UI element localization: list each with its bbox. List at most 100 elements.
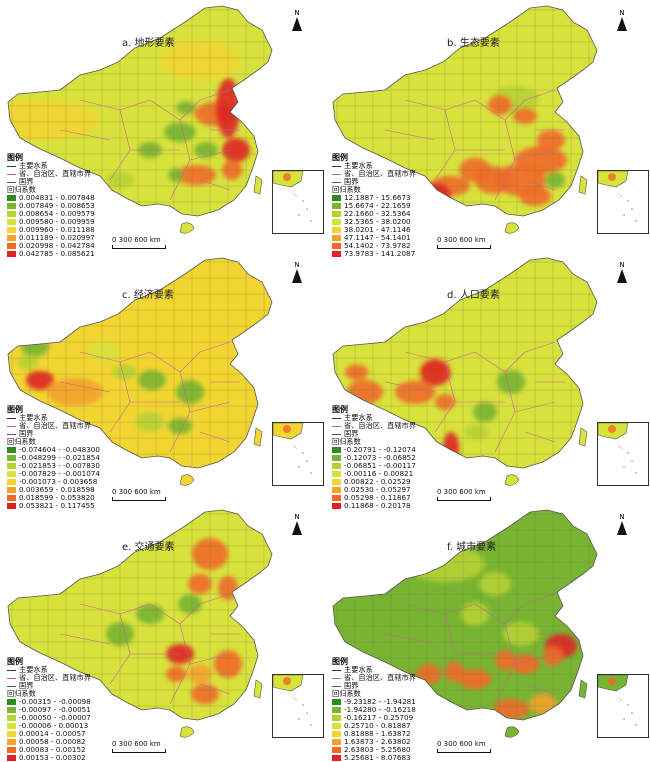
value-zone [415,696,435,712]
legend-title: 图例 [7,657,23,666]
island [179,726,195,738]
value-zone [160,292,240,332]
value-zone [461,602,489,626]
legend-class: 5.25681 - 8.07683 [332,754,416,762]
legend-class: -0.16217 - 0.25709 [332,714,416,722]
legend-class-label: 54.1402 - 73.9782 [344,241,411,250]
province-boundary [199,683,231,695]
legend-class-label: -0.12073 - -0.06852 [344,453,416,462]
legend-class: 15.6674 - 22.1659 [332,202,416,210]
legend-class: 0.00083 - 0.00152 [7,746,91,754]
province-boundary [514,653,556,665]
legend-class: 0.011189 - 0.020997 [7,234,95,242]
legend-swatch [332,471,341,477]
legend-swatch [332,227,341,233]
legend-class-label: 0.020998 - 0.042784 [19,241,95,250]
panel-title: e. 交通要素 [122,542,175,553]
legend-swatch [7,235,16,241]
legend-water: 主要水系 [344,665,373,674]
value-zone [59,642,111,666]
legend-head: 回归系数 [7,689,36,698]
legend-swatch [332,235,341,241]
region-base [333,258,597,468]
legend-water: 主要水系 [19,665,48,674]
island [179,474,195,486]
legend-class: 0.008654 - 0.009579 [7,210,95,218]
province-boundary [524,593,556,605]
province-boundary [384,129,436,141]
legend-swatch [7,747,16,753]
scale-bar: 0 300 600 km [437,236,491,249]
inset-map [598,675,637,726]
legend-class: -0.12073 - -0.06852 [332,454,416,462]
value-zone [443,432,459,464]
island [578,679,588,699]
inset-map [598,423,637,474]
scale-label: 0 300 600 km [112,488,161,496]
legend-swatch [7,739,16,745]
national-boundary [7,509,273,721]
legend-class-label: -0.20791 - -0.12074 [344,445,416,454]
inset-map [273,423,312,474]
island [578,175,588,195]
legend-class: -0.048299 - -0.021854 [7,454,100,462]
legend-swatch [7,723,16,729]
value-zone [488,95,512,115]
south-china-sea-inset [597,422,649,486]
south-china-sea-inset [597,674,649,738]
scale-label: 0 300 600 km [112,740,161,748]
legend-class: 0.00822 - 0.02529 [332,478,416,486]
north-label: N [294,9,300,17]
legend-swatch [7,251,16,257]
legend-class-label: -0.021853 - -0.007830 [19,461,100,470]
value-zone [513,108,537,124]
legend-class-label: 73.9783 - 141.2087 [344,249,416,258]
legend-swatch [332,755,341,761]
map-panel: f. 城市要素 N 图例 主要水系 省、自治区、直辖市界 国界 回归系数 -9.23182 -… [325,504,650,762]
value-zone [345,364,369,380]
value-zone [495,650,515,670]
scale-label: 0 300 600 km [437,740,486,748]
value-zone [113,364,137,380]
north-label: N [294,513,300,521]
china-choropleth-map [7,509,273,738]
legend-swatch [7,447,16,453]
legend-title: 图例 [7,153,23,162]
province-boundary [59,381,111,393]
value-zone [493,699,529,719]
legend-water: 主要水系 [344,161,373,170]
legend-class: -1.94280 - -0.16218 [332,706,416,714]
inset-map [273,675,312,726]
legend-title: 图例 [7,405,23,414]
north-label: N [619,9,625,17]
legend-class: 0.004831 - 0.007848 [7,194,95,202]
legend-swatch [332,731,341,737]
north-label: N [294,261,300,269]
island [253,427,263,447]
legend-swatch [7,463,16,469]
national-boundary [7,5,273,217]
scale-label: 0 300 600 km [437,488,486,496]
legend-class: 0.11868 - 0.20178 [332,502,416,510]
legend-class-label: 2.63803 - 5.25680 [344,745,411,754]
legend-class-label: -0.007829 - -0.001074 [19,469,100,478]
panel-title: a. 地形要素 [122,38,175,49]
legend-swatch [332,699,341,705]
legend-boundary: 省、自治区、直辖市界 [19,169,91,178]
legend-class-label: 22.1660 - 32.5364 [344,209,411,218]
province-boundary [199,89,231,101]
value-zone [485,32,565,68]
value-zone [21,337,49,357]
legend-class: 0.00153 - 0.00302 [7,754,91,762]
legend-swatch [332,723,341,729]
legend-head: 回归系数 [332,437,361,446]
north-arrow-icon: N [615,262,629,283]
value-zone [465,424,489,440]
china-choropleth-map [332,5,598,234]
south-china-sea-inset [597,170,649,234]
legend-swatch [332,739,341,745]
legend-class: 0.018599 - 0.053820 [7,494,100,502]
legend-swatch [7,495,16,501]
legend-swatch [332,747,341,753]
national-boundary [332,5,598,217]
